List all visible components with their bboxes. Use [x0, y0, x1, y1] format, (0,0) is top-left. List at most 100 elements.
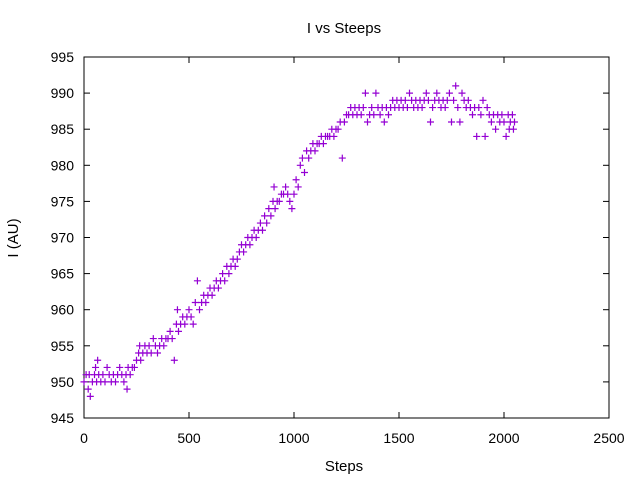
data-point: [84, 385, 92, 393]
data-point: [94, 356, 102, 364]
data-point: [492, 125, 500, 133]
x-tick-label: 500: [177, 430, 201, 446]
data-point: [263, 219, 271, 227]
data-point: [214, 284, 222, 292]
y-tick-label: 970: [51, 230, 75, 246]
data-point: [202, 298, 210, 306]
data-point: [103, 363, 111, 371]
chart-title: I vs Steeps: [307, 20, 381, 37]
data-point: [376, 111, 384, 119]
data-point: [359, 104, 367, 112]
data-point: [340, 118, 348, 126]
data-point: [270, 183, 278, 191]
y-tick-label: 965: [51, 266, 75, 282]
y-tick-label: 985: [51, 121, 75, 137]
data-point: [511, 118, 518, 126]
data-point: [99, 371, 107, 379]
data-point: [452, 82, 460, 90]
data-point: [240, 248, 248, 256]
data-point: [508, 111, 516, 119]
y-axis-title: I (AU): [5, 218, 22, 257]
data-point: [475, 104, 483, 112]
data-point: [305, 154, 313, 162]
data-point: [509, 125, 517, 133]
data-point: [370, 111, 378, 119]
data-point: [187, 313, 195, 321]
data-point: [450, 96, 458, 104]
y-tick-label: 945: [51, 410, 75, 426]
data-point: [334, 125, 342, 133]
data-point: [154, 349, 161, 357]
data-point: [477, 111, 485, 119]
data-point: [160, 342, 168, 350]
y-tick-label: 960: [51, 302, 75, 318]
data-point: [290, 190, 298, 198]
plot-area-frame: [83, 56, 610, 419]
data-point: [454, 104, 462, 112]
data-point: [185, 306, 193, 314]
data-point: [483, 104, 491, 112]
data-point: [170, 356, 178, 364]
data-point: [338, 154, 346, 162]
y-tick-label: 975: [51, 193, 75, 209]
data-point: [256, 219, 264, 227]
data-point: [301, 169, 308, 177]
data-point: [445, 89, 453, 97]
data-point: [275, 197, 283, 205]
data-point: [422, 89, 430, 97]
data-point: [502, 132, 510, 140]
data-point: [443, 96, 451, 104]
x-tick-label: 1000: [278, 430, 309, 446]
data-point: [116, 363, 124, 371]
data-point: [469, 111, 476, 119]
data-point: [282, 183, 290, 191]
data-point: [418, 104, 426, 112]
data-point: [364, 118, 371, 126]
x-axis-title: Steps: [325, 458, 363, 475]
data-point: [123, 385, 131, 393]
data-point: [401, 96, 409, 104]
data-point: [294, 183, 302, 191]
data-point: [130, 363, 138, 371]
x-tick-label: 0: [80, 430, 88, 446]
y-tick-label: 950: [51, 374, 75, 390]
data-point: [173, 306, 181, 314]
data-point: [145, 342, 153, 350]
x-tick-label: 1500: [383, 430, 414, 446]
data-point: [487, 118, 495, 126]
x-axis: 0 500 1000 1500 2000 2500: [80, 57, 625, 446]
data-point: [500, 118, 508, 126]
data-point: [464, 96, 472, 104]
data-point: [233, 255, 241, 263]
data-point: [265, 205, 273, 213]
y-axis: 945 950 955 960 965 970 975 980 985 990 995: [51, 49, 609, 426]
data-point: [147, 349, 155, 357]
data-point: [231, 262, 239, 270]
data-point: [284, 190, 292, 198]
data-point: [298, 154, 306, 162]
data-point: [498, 111, 506, 119]
data-point: [267, 212, 275, 220]
data-point: [271, 205, 279, 213]
data-point: [166, 327, 174, 335]
data-point: [181, 320, 189, 328]
data-point: [286, 197, 294, 205]
data-point: [292, 176, 300, 184]
data-point: [246, 241, 254, 249]
y-tick-label: 990: [51, 85, 75, 101]
data-point: [403, 104, 411, 112]
data-point: [372, 89, 380, 97]
data-point: [112, 378, 119, 386]
data-point: [433, 89, 441, 97]
data-point: [441, 104, 449, 112]
data-point: [208, 291, 216, 299]
data-point: [380, 118, 388, 126]
data-point: [252, 234, 260, 241]
data-point: [80, 378, 88, 386]
data-point: [368, 104, 376, 112]
data-point: [225, 270, 233, 278]
data-point: [288, 205, 296, 213]
data-point: [479, 96, 487, 104]
data-point: [92, 363, 100, 371]
data-point: [259, 226, 266, 234]
